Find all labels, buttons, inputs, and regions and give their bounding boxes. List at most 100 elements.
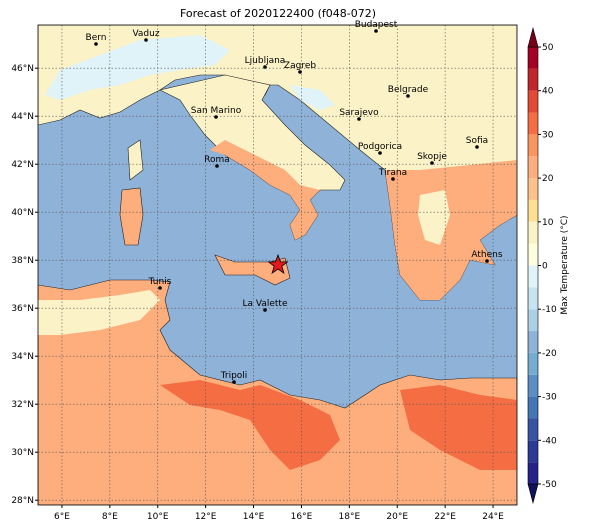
- city-dot: [232, 380, 236, 384]
- y-tick-label: 32°N: [11, 400, 34, 410]
- colorbar-tick-label: 10: [542, 218, 554, 228]
- colorbar-tick-label: 0: [542, 262, 548, 272]
- city-dot: [144, 38, 148, 42]
- colorbar-tick-label: -50: [542, 480, 557, 490]
- city-dot: [357, 117, 361, 121]
- colorbar-tick-label: 50: [542, 43, 554, 53]
- city-dot: [158, 286, 162, 290]
- y-tick-label: 38°N: [11, 256, 34, 266]
- colorbar-band: [528, 221, 538, 244]
- colorbar-tick-label: -40: [542, 436, 557, 446]
- city-dot: [263, 308, 267, 312]
- map-frame: [37, 24, 518, 506]
- africa-hot-1: [160, 380, 340, 470]
- x-tick-label: 16°E: [291, 512, 313, 522]
- city-label: Budapest: [355, 20, 398, 30]
- city-dot: [215, 164, 219, 168]
- x-tick-label: 24°E: [482, 512, 504, 522]
- colorbar-band: [528, 287, 538, 310]
- city-dot: [214, 115, 218, 119]
- city-dot: [374, 29, 378, 33]
- colorbar-band: [528, 331, 538, 353]
- city-label: Roma: [204, 155, 230, 165]
- city-label: Podgorica: [358, 142, 402, 152]
- city-dot: [94, 42, 98, 46]
- x-tick-label: 22°E: [434, 512, 456, 522]
- colorbar-band: [528, 440, 538, 463]
- y-tick-label: 34°N: [11, 352, 34, 362]
- colorbar-band: [528, 374, 538, 397]
- y-tick-label: 28°N: [11, 496, 34, 506]
- colorbar-tick-label: 40: [542, 87, 554, 97]
- colorbar-band: [528, 309, 538, 332]
- city-label: Ljubljana: [245, 56, 286, 66]
- colorbar-band: [528, 156, 538, 179]
- city-label: Bern: [86, 33, 107, 43]
- balkan-warm: [385, 160, 517, 300]
- italy-warm: [210, 140, 320, 240]
- colorbar-band: [528, 112, 538, 135]
- colorbar-label: Max Temperature (°C): [560, 215, 570, 314]
- colorbar-band: [528, 199, 538, 222]
- colorbar-band: [528, 352, 538, 375]
- x-tick-label: 14°E: [243, 512, 265, 522]
- city-dot: [485, 259, 489, 263]
- city-label: San Marino: [191, 106, 242, 116]
- city-dot: [391, 177, 395, 181]
- city-label: La Valette: [243, 299, 288, 309]
- adriatic-land-cold: [290, 85, 335, 110]
- colorbar-band: [528, 134, 538, 157]
- city-label: Sarajevo: [339, 108, 379, 118]
- city-label: Belgrade: [388, 85, 429, 95]
- city-label: Vaduz: [132, 29, 159, 39]
- city-label: Tirana: [378, 168, 407, 178]
- city-dot: [298, 70, 302, 74]
- city-dot: [430, 161, 434, 165]
- y-tick-label: 44°N: [11, 112, 34, 122]
- africa-hot-2: [400, 385, 517, 470]
- city-dot: [378, 151, 382, 155]
- africa-mild: [38, 290, 160, 335]
- x-tick-label: 12°E: [195, 512, 217, 522]
- colorbar-band: [528, 90, 538, 113]
- event-star: [267, 253, 289, 275]
- y-tick-label: 42°N: [11, 160, 34, 170]
- alps-cold: [45, 35, 230, 100]
- colorbar-tick-label: -30: [542, 393, 557, 403]
- colorbar-band: [528, 68, 538, 91]
- city-dot: [475, 145, 479, 149]
- colorbar-tick-label: -10: [542, 305, 557, 315]
- city-label: Tunis: [148, 277, 172, 287]
- map-layers: [38, 25, 517, 505]
- city-dot: [263, 65, 267, 69]
- greece-inner: [418, 190, 450, 245]
- colorbar-band: [528, 396, 538, 419]
- colorbar-band: [528, 265, 538, 288]
- land-corsica: [127, 139, 144, 181]
- land-sardinia: [119, 187, 144, 246]
- x-tick-label: 8°E: [102, 512, 118, 522]
- city-dot: [406, 94, 410, 98]
- colorbar-under: [527, 483, 539, 505]
- x-tick-label: 20°E: [386, 512, 408, 522]
- colorbar-tick-label: 30: [542, 130, 554, 140]
- colorbar-band: [528, 47, 538, 69]
- colorbar-band: [528, 418, 538, 441]
- city-label: Sofia: [466, 136, 488, 146]
- colorbar-band: [528, 243, 538, 266]
- city-label: Skopje: [417, 152, 447, 162]
- x-tick-label: 10°E: [147, 512, 169, 522]
- y-tick-label: 30°N: [11, 448, 34, 458]
- x-tick-label: 18°E: [339, 512, 361, 522]
- colorbar-band: [528, 178, 538, 200]
- y-tick-label: 46°N: [11, 64, 34, 74]
- y-tick-label: 40°N: [11, 208, 34, 218]
- x-tick-label: 6°E: [54, 512, 70, 522]
- city-label: Tripoli: [220, 371, 248, 381]
- colorbar-band: [528, 462, 538, 484]
- y-tick-label: 36°N: [11, 304, 34, 314]
- city-label: Zagreb: [284, 61, 316, 71]
- colorbar-tick-label: 20: [542, 174, 554, 184]
